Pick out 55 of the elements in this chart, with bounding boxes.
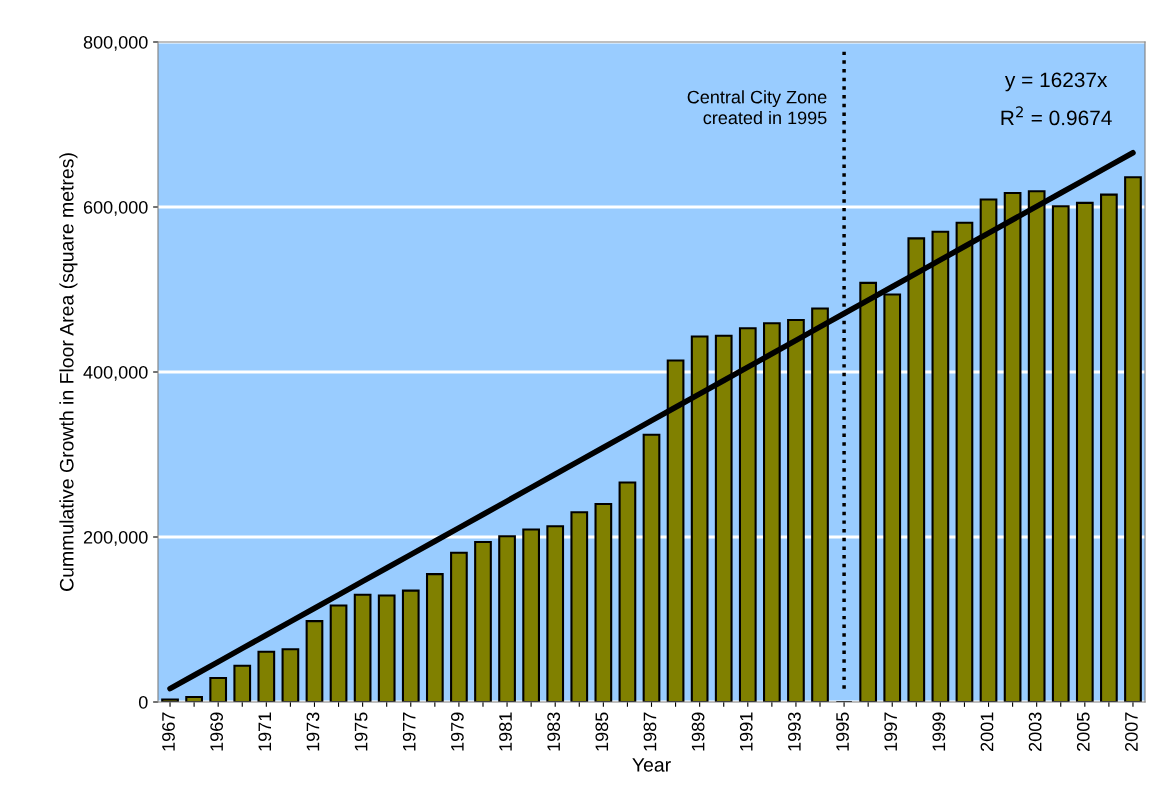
x-tick-label: 1967 (162, 712, 175, 751)
bar (594, 502, 613, 702)
x-tick-label: 1979 (450, 712, 464, 751)
y-tick-label: 0 (138, 695, 148, 709)
bar (618, 481, 637, 702)
x-tick-label: 1973 (306, 712, 320, 751)
x-tick-label: 1989 (691, 712, 705, 751)
x-tick-label: 1985 (595, 712, 609, 751)
bar (377, 594, 396, 702)
annotation: y = 16237x (1004, 72, 1108, 92)
bar (474, 540, 492, 702)
bar (161, 698, 179, 702)
x-tick-label: 2001 (980, 712, 994, 751)
x-tick-label: 1969 (210, 712, 224, 751)
bar (642, 433, 661, 702)
x-axis-title: Year (632, 758, 671, 772)
annotation: R$^{2}$ = 0.9674 (1001, 106, 1112, 126)
x-tick-label: 1983 (547, 712, 561, 751)
bar (570, 511, 589, 702)
x-tick-label: 2005 (1076, 712, 1090, 751)
bar (522, 528, 540, 702)
bar (425, 573, 444, 702)
bar (329, 604, 348, 702)
x-tick-label: 1999 (932, 712, 946, 751)
bar (353, 593, 372, 702)
bar (1075, 201, 1094, 702)
x-tick-label: 1997 (884, 712, 898, 751)
ref-line-label: Central City Zone created in 1995 (687, 90, 827, 125)
x-tick-label: 1987 (643, 712, 657, 751)
x-tick-label: 1993 (788, 712, 801, 751)
bar (401, 589, 420, 702)
y-tick-label: 800,000 (83, 35, 148, 51)
x-tick-label: 1991 (739, 712, 753, 751)
y-tick-label: 400,000 (83, 365, 148, 381)
y-axis-title: Cummulative Growth in Floor Area (square metres) (59, 153, 78, 591)
x-tick-label: 2003 (1028, 712, 1042, 751)
y-tick-label: 200,000 (83, 530, 148, 546)
x-tick-label: 1995 (836, 712, 849, 751)
bar (546, 525, 565, 702)
bar (1124, 176, 1142, 702)
bar (450, 551, 468, 702)
bar (209, 677, 228, 702)
bar (257, 650, 276, 702)
x-tick-label: 1975 (354, 712, 368, 751)
x-tick-label: 1977 (402, 712, 416, 751)
x-tick-label: 1971 (258, 712, 272, 751)
bar (281, 648, 300, 702)
x-tick-label: 1981 (499, 712, 512, 751)
y-tick-label: 600,000 (83, 200, 148, 216)
bar (233, 664, 252, 702)
bar (1100, 193, 1118, 702)
x-tick-label: 2007 (1125, 712, 1138, 751)
bar (498, 535, 516, 702)
bar (305, 620, 324, 702)
bar (1051, 205, 1070, 702)
